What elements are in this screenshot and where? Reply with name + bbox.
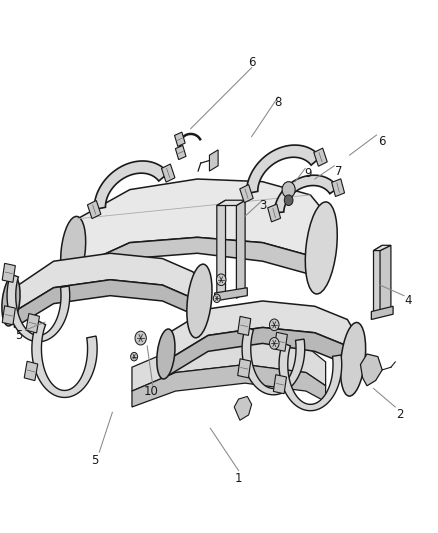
Polygon shape: [274, 175, 338, 213]
Polygon shape: [94, 161, 168, 209]
Polygon shape: [374, 245, 391, 251]
Circle shape: [284, 195, 293, 206]
Ellipse shape: [61, 216, 86, 285]
Polygon shape: [240, 184, 253, 203]
Text: 2: 2: [396, 408, 403, 422]
Text: 10: 10: [144, 385, 159, 398]
Polygon shape: [238, 359, 251, 378]
Polygon shape: [24, 361, 38, 381]
Polygon shape: [26, 313, 39, 333]
Ellipse shape: [305, 202, 337, 294]
Text: 7: 7: [335, 165, 343, 177]
Text: 1: 1: [235, 472, 242, 485]
Polygon shape: [360, 354, 382, 386]
Ellipse shape: [2, 276, 20, 326]
Polygon shape: [247, 145, 321, 193]
Text: 4: 4: [405, 294, 412, 308]
Polygon shape: [279, 343, 342, 411]
Circle shape: [131, 352, 138, 361]
Polygon shape: [132, 341, 325, 391]
Ellipse shape: [340, 322, 366, 396]
Circle shape: [216, 274, 226, 286]
Polygon shape: [268, 204, 281, 222]
Text: 3: 3: [259, 199, 266, 212]
Polygon shape: [175, 146, 186, 159]
Ellipse shape: [187, 264, 212, 338]
Polygon shape: [2, 263, 15, 282]
Polygon shape: [314, 148, 327, 166]
Polygon shape: [7, 274, 70, 342]
Polygon shape: [78, 237, 330, 282]
Circle shape: [282, 182, 295, 198]
Polygon shape: [217, 200, 226, 298]
Text: 5: 5: [15, 329, 22, 342]
Polygon shape: [371, 306, 393, 319]
Circle shape: [135, 331, 146, 345]
Polygon shape: [332, 179, 345, 197]
Polygon shape: [209, 150, 218, 171]
Circle shape: [269, 319, 279, 330]
Polygon shape: [274, 332, 287, 351]
Polygon shape: [174, 132, 185, 147]
Polygon shape: [273, 375, 286, 394]
Polygon shape: [169, 327, 358, 375]
Polygon shape: [162, 164, 175, 182]
Polygon shape: [374, 245, 382, 317]
Text: 6: 6: [248, 56, 255, 69]
Circle shape: [213, 294, 220, 303]
Polygon shape: [215, 288, 247, 301]
Polygon shape: [234, 397, 252, 420]
Polygon shape: [2, 306, 15, 325]
Polygon shape: [217, 200, 245, 206]
Polygon shape: [169, 301, 358, 359]
Ellipse shape: [157, 329, 175, 379]
Text: 9: 9: [304, 167, 312, 180]
Polygon shape: [237, 200, 245, 298]
Polygon shape: [132, 365, 325, 407]
Polygon shape: [32, 321, 97, 398]
Text: 8: 8: [274, 95, 282, 109]
Polygon shape: [242, 327, 305, 395]
Polygon shape: [14, 280, 206, 327]
Polygon shape: [88, 200, 101, 219]
Polygon shape: [78, 179, 330, 266]
Circle shape: [269, 337, 279, 349]
Polygon shape: [380, 245, 391, 317]
Text: 5: 5: [91, 454, 99, 466]
Polygon shape: [238, 317, 251, 335]
Text: 6: 6: [378, 135, 386, 148]
Polygon shape: [14, 253, 206, 312]
